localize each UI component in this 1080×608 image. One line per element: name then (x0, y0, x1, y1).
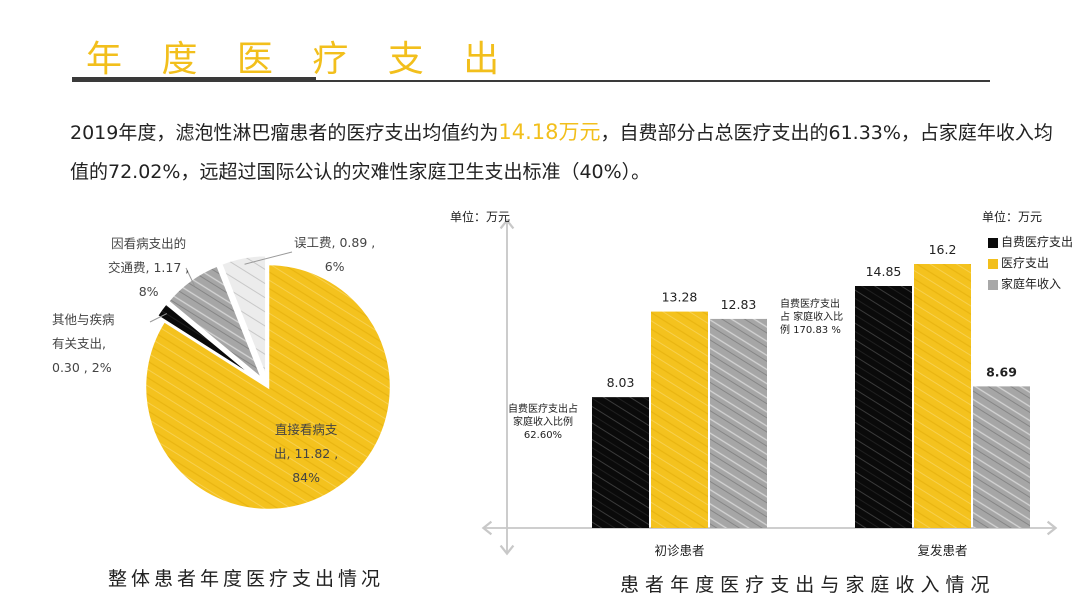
pie-label-other-line3: 0.30 , 2% (52, 360, 112, 375)
pie-label-transport-line1: 因看病支出的 (111, 236, 187, 251)
pie-label-direct: 直接看病支 出, 11.82 , 84% (274, 418, 338, 490)
bar-value-relapse-income: 8.69 (986, 364, 1017, 379)
legend-label-self-pay: 自费医疗支出 (1001, 235, 1074, 249)
ratio-note-relapse-line2: 占 家庭收入比 (780, 312, 844, 323)
pie-label-other-line2: 有关支出, (52, 336, 106, 351)
bar-unit-right: 单位：万元 (982, 210, 1043, 224)
ratio-note-first-visit: 自费医疗支出占 家庭收入比例 62.60% (508, 403, 578, 442)
leader-line-other (149, 313, 168, 323)
bar-chart: 8.03 13.28 12.83 初诊患者 14.85 16.2 8.69 复发患者 (592, 242, 1030, 558)
pie-label-direct-line2: 出, 11.82 , (274, 446, 339, 461)
ratio-note-first-line3: 62.60% (523, 430, 563, 441)
pie-label-direct-line3: 84% (292, 470, 320, 485)
pie-label-direct-line1: 直接看病支 (274, 422, 338, 437)
intro-text-part2: ，自费部分占总医疗支出的61.33%，占家庭年收入均值的72.02%，远超过国际… (70, 122, 1053, 183)
intro-paragraph: 2019年度，滤泡性淋巴瘤患者的医疗支出均值约为14.18万元，自费部分占总医疗… (70, 113, 1060, 192)
title-rule (72, 80, 990, 82)
pie-slice-direct (143, 262, 393, 512)
ratio-note-first-line1: 自费医疗支出占 (508, 404, 578, 415)
pie-slice-other (155, 301, 262, 383)
intro-text-part1: 2019年度，滤泡性淋巴瘤患者的医疗支出均值约为 (70, 122, 499, 144)
pie-label-other-line1: 其他与疾病 (52, 312, 115, 327)
legend-item-income: 家庭年收入 (988, 274, 1073, 295)
pie-slice-lost-work (219, 253, 268, 379)
pie-slice-transport (166, 263, 264, 381)
bar-first-visit-medical (651, 311, 708, 528)
bar-value-relapse-medical: 16.2 (929, 242, 957, 257)
legend-label-medical: 医疗支出 (1001, 256, 1050, 270)
bar-value-first-visit-self-pay: 8.03 (607, 375, 635, 390)
pie-leader-lines (149, 251, 293, 323)
leader-line-transport (185, 267, 195, 287)
pie-label-transport-line3: 8% (138, 284, 159, 299)
bar-chart-title: 患 者 年 度 医 疗 支 出 与 家 庭 收 入 情 况 (620, 574, 990, 596)
pie-label-other: 其他与疾病 有关支出, 0.30 , 2% (52, 308, 115, 380)
ratio-note-first-line2: 家庭收入比例 (513, 417, 573, 428)
pie-label-transport-line2: 交通费, 1.17 , (108, 260, 190, 275)
legend-swatch-yellow (988, 258, 998, 269)
ratio-note-relapse-line1: 自费医疗支出 (780, 299, 840, 310)
page-title: 年 度 医 疗 支 出 (86, 39, 514, 80)
bar-legend: 自费医疗支出 医疗支出 家庭年收入 (988, 232, 1073, 295)
bar-relapse-medical (914, 264, 971, 528)
bar-first-visit-self-pay (592, 397, 649, 528)
legend-label-income: 家庭年收入 (1001, 277, 1062, 291)
pie-label-lost-work: 误工费, 0.89 , 6% (294, 231, 375, 279)
legend-item-medical: 医疗支出 (988, 253, 1073, 274)
legend-item-self-pay: 自费医疗支出 (988, 232, 1073, 253)
bar-relapse-income (973, 386, 1030, 528)
ratio-note-relapse-line3: 例 170.83 % (780, 325, 841, 336)
title-rule-accent (72, 77, 316, 82)
intro-highlight: 14.18万元 (498, 120, 601, 144)
bar-relapse-self-pay (855, 286, 912, 528)
bar-value-relapse-self-pay: 14.85 (866, 264, 902, 279)
category-label-relapse: 复发患者 (917, 543, 967, 558)
bar-first-visit-income (710, 318, 767, 528)
bar-unit-left: 单位：万元 (450, 210, 511, 224)
pie-label-lost-work-line2: 6% (324, 259, 345, 274)
ratio-note-relapse: 自费医疗支出 占 家庭收入比 例 170.83 % (780, 298, 843, 337)
pie-chart-title: 整体患者年度医疗支出情况 (108, 568, 385, 590)
bar-value-first-visit-medical: 13.28 (662, 290, 698, 305)
legend-swatch-gray (988, 279, 998, 290)
pie-chart (143, 253, 393, 512)
pie-label-transport: 因看病支出的 交通费, 1.17 , 8% (108, 232, 189, 304)
leader-line-lost-work (244, 251, 293, 265)
bar-value-first-visit-income: 12.83 (721, 297, 757, 312)
category-label-first-visit: 初诊患者 (654, 543, 704, 558)
pie-label-lost-work-line1: 误工费, 0.89 , (294, 235, 376, 250)
legend-swatch-black (988, 237, 998, 248)
